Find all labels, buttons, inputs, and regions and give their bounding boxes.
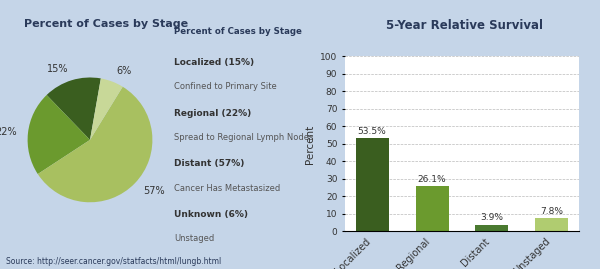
Bar — [416, 186, 449, 231]
Wedge shape — [90, 79, 122, 140]
Text: Source: http://seer.cancer.gov/statfacts/html/lungb.html: Source: http://seer.cancer.gov/statfacts… — [6, 257, 221, 266]
Text: 5-Year Relative Survival: 5-Year Relative Survival — [386, 19, 544, 32]
Text: Localized (15%): Localized (15%) — [174, 58, 254, 67]
Text: 15%: 15% — [47, 65, 68, 75]
Text: Unknown (6%): Unknown (6%) — [174, 210, 248, 219]
Text: 3.9%: 3.9% — [481, 213, 503, 222]
Bar — [535, 218, 568, 231]
Bar — [356, 138, 389, 231]
Text: 22%: 22% — [0, 127, 17, 137]
Y-axis label: Percent: Percent — [305, 124, 314, 164]
Text: Spread to Regional Lymph Nodes: Spread to Regional Lymph Nodes — [174, 133, 313, 142]
Wedge shape — [47, 77, 101, 140]
Text: Percent of Cases by Stage: Percent of Cases by Stage — [174, 27, 302, 36]
Text: 26.1%: 26.1% — [418, 175, 446, 184]
Bar — [475, 225, 508, 231]
Text: 6%: 6% — [116, 66, 131, 76]
Text: Distant (57%): Distant (57%) — [174, 159, 244, 168]
Text: 53.5%: 53.5% — [358, 127, 386, 136]
Text: Cancer Has Metastasized: Cancer Has Metastasized — [174, 183, 280, 193]
Text: Unstaged: Unstaged — [174, 234, 214, 243]
Wedge shape — [38, 87, 152, 202]
Text: 7.8%: 7.8% — [541, 207, 563, 216]
Text: 57%: 57% — [143, 186, 164, 196]
Text: Percent of Cases by Stage: Percent of Cases by Stage — [24, 19, 188, 29]
Text: Regional (22%): Regional (22%) — [174, 108, 251, 118]
Text: Confined to Primary Site: Confined to Primary Site — [174, 82, 277, 91]
Wedge shape — [28, 95, 90, 174]
